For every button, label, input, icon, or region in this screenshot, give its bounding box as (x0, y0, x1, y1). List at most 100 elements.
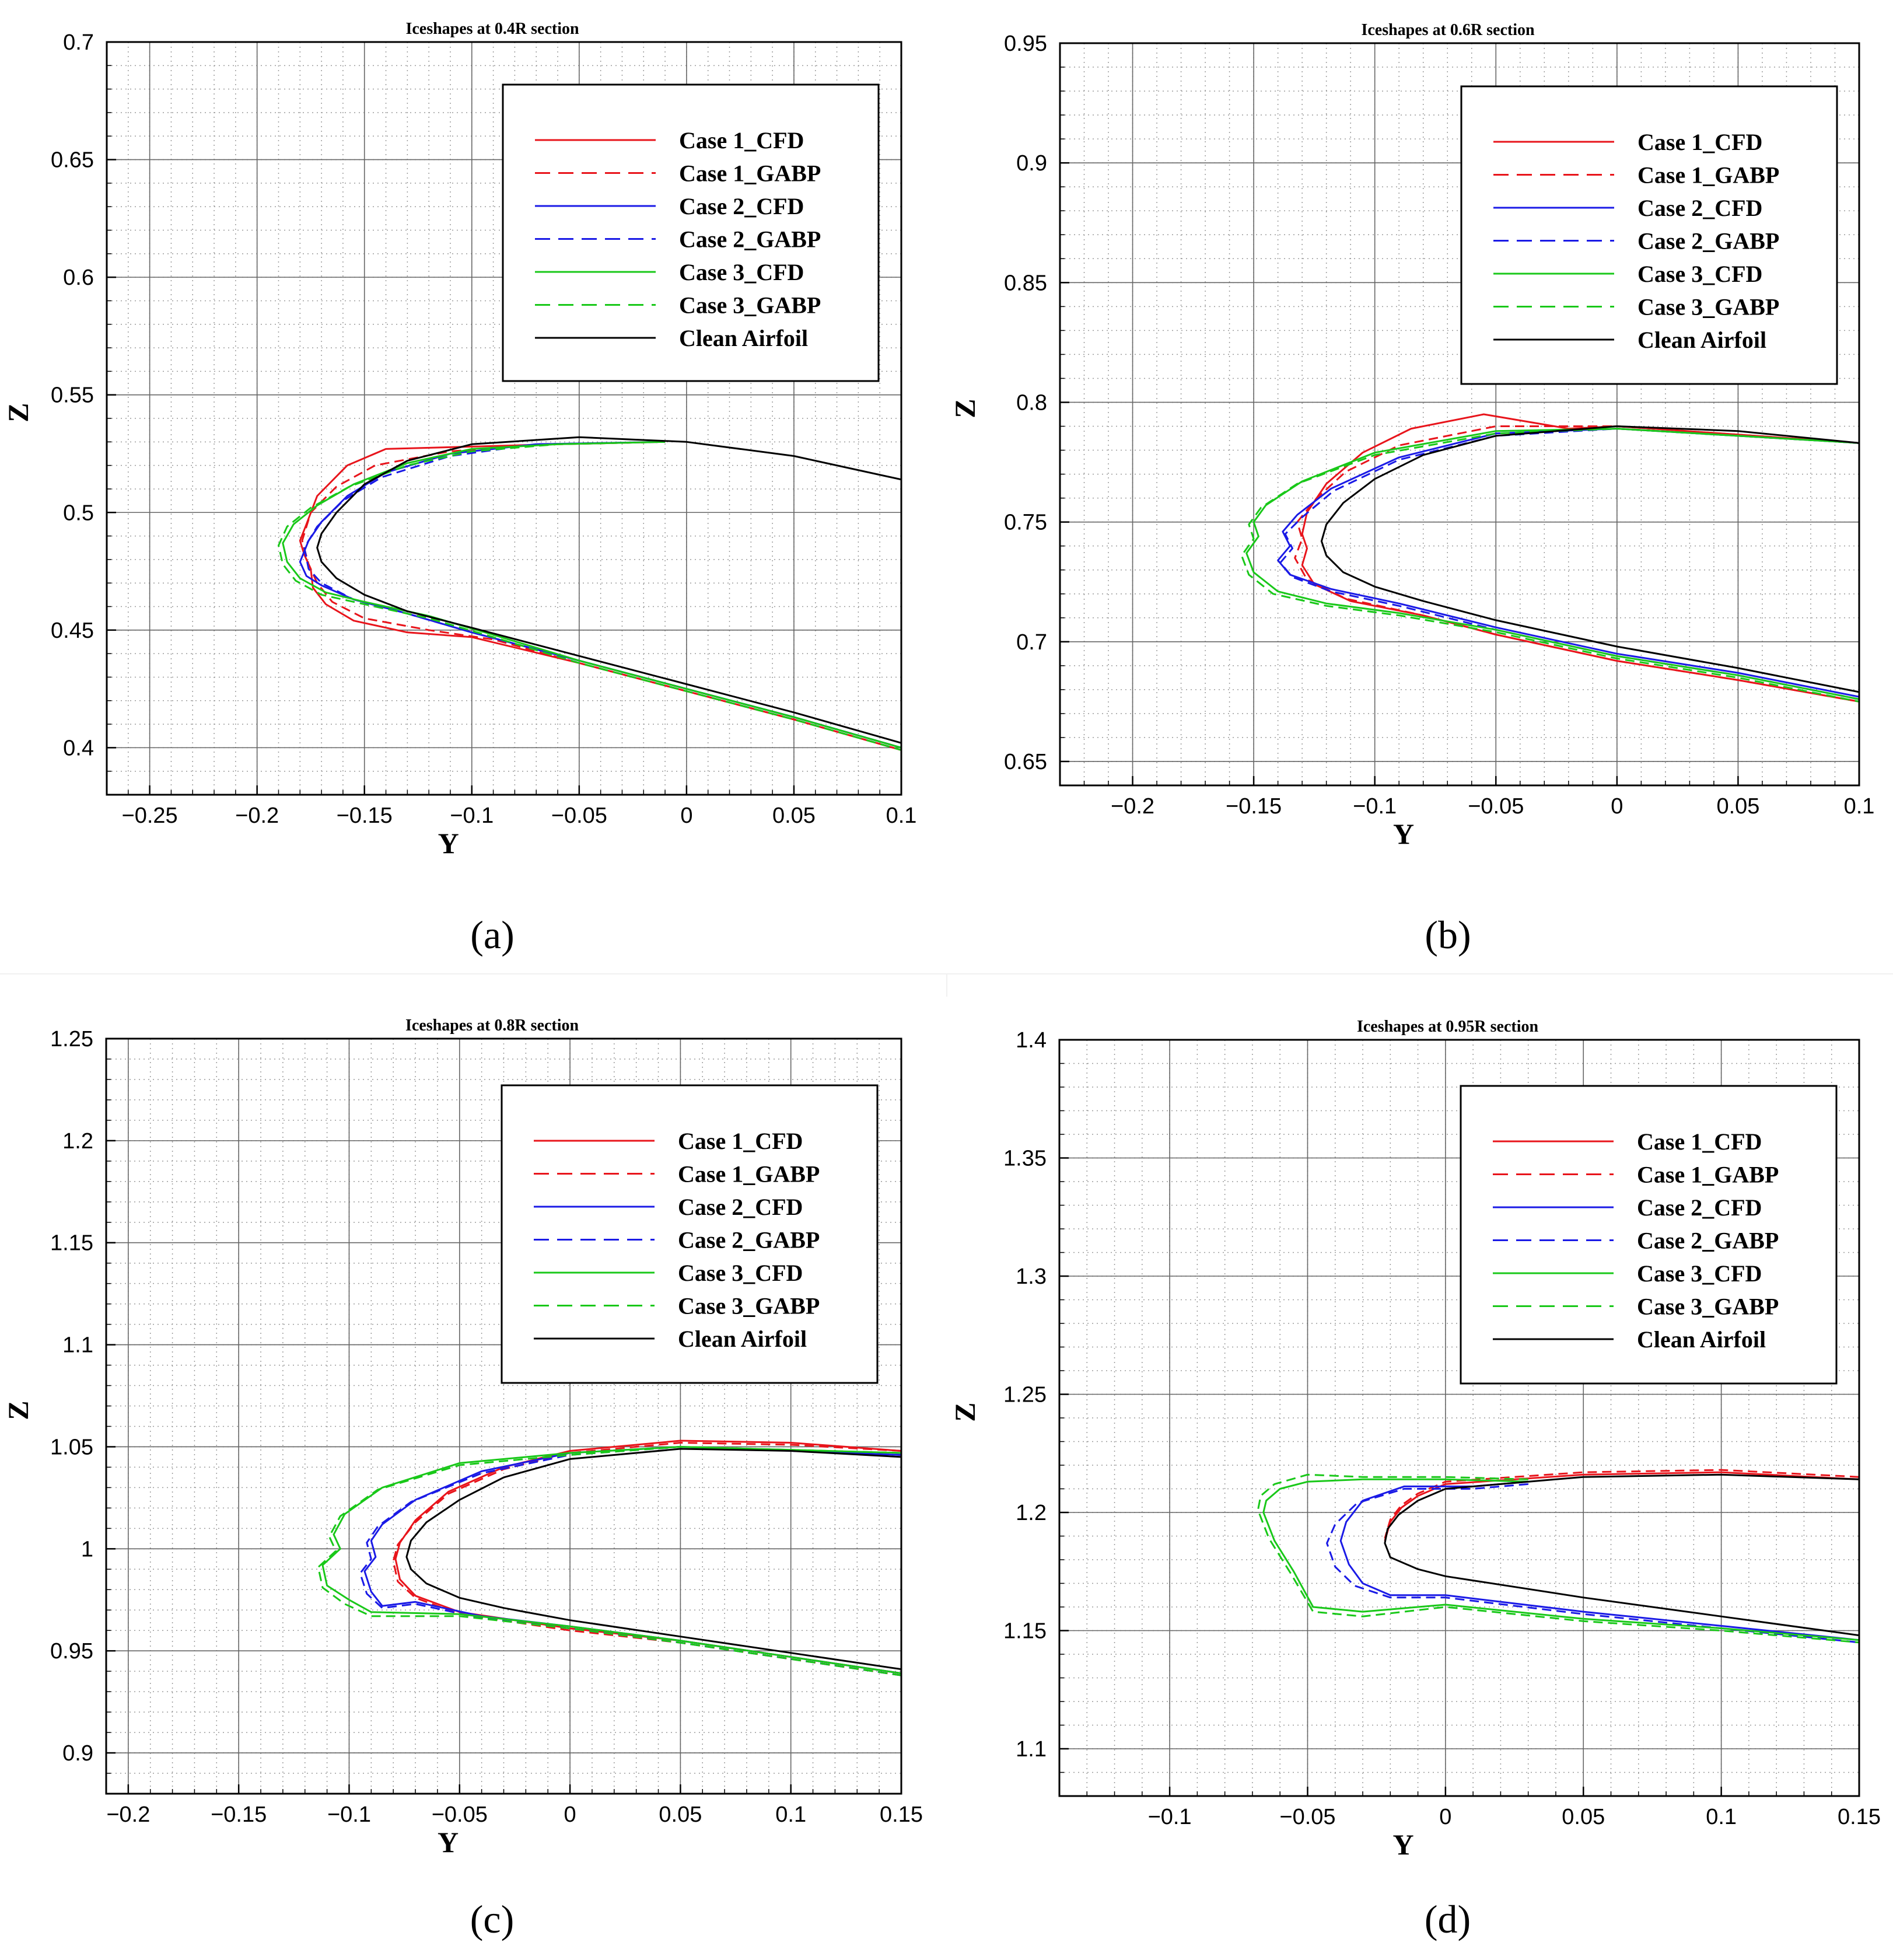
series-line-case-3-gabp (1257, 1473, 1859, 1644)
tick-group: −0.2 −0.15 −0.1 −0.05 0 0.05 0.1 0.15 0.9 0.95 1 1.… (50, 1027, 923, 1827)
legend-box (501, 1084, 879, 1384)
x-tick-label: 0.1 (1706, 1805, 1737, 1829)
x-tick-label: 0.15 (880, 1802, 923, 1827)
y-tick-label: 0.95 (1004, 32, 1047, 56)
legend-label: Case 3_GABP (1637, 294, 1779, 320)
chart-panel-a: −0.25 −0.2 −0.15 −0.1 −0.05 0 0.05 0.1 0.4 0.45 0.… (0, 0, 946, 973)
y-axis-label: Z (949, 399, 981, 418)
y-tick-label: 0.85 (1004, 271, 1047, 295)
legend: Case 1_CFD Case 1_GABP Case 2_CFD Case 2_GA… (1460, 85, 1838, 385)
legend-label: Case 1_CFD (678, 1128, 803, 1154)
x-tick-label: −0.1 (450, 803, 494, 828)
x-tick-label: −0.15 (337, 803, 393, 828)
y-tick-label: 1.15 (1003, 1619, 1047, 1644)
x-tick-label: −0.05 (551, 803, 607, 828)
chart-d-svg: −0.1 −0.05 0 0.05 0.1 0.15 1.1 1.15 1.2 1.25 1.3 1.… (949, 1018, 1881, 1941)
tick-group: −0.1 −0.05 0 0.05 0.1 0.15 1.1 1.15 1.2 1.25 1.3 1.… (1003, 1028, 1881, 1829)
y-tick-label: 1.2 (62, 1129, 93, 1154)
legend-label: Case 2_CFD (1637, 195, 1762, 221)
y-tick-label: 1.3 (1016, 1264, 1047, 1289)
legend-label: Case 1_CFD (679, 127, 804, 153)
chart-title: Iceshapes at 0.95R section (1357, 1018, 1539, 1036)
series-group (317, 1440, 901, 1676)
x-tick-label: −0.05 (1468, 794, 1524, 819)
series-line-case-2-cfd (299, 441, 901, 749)
x-tick-label: −0.05 (432, 1802, 488, 1827)
y-tick-label: 1.15 (50, 1231, 93, 1256)
y-tick-label: 1.05 (50, 1435, 93, 1459)
legend-label: Case 3_GABP (1637, 1294, 1779, 1320)
legend-label: Case 3_CFD (678, 1260, 803, 1286)
legend: Case 1_CFD Case 1_GABP Case 2_CFD Case 2_GA… (1460, 1085, 1838, 1385)
series-line-case-1-gabp (301, 441, 901, 751)
y-tick-label: 1.4 (1016, 1028, 1047, 1053)
x-tick-label: −0.2 (106, 1802, 150, 1827)
x-tick-label: 0 (1611, 794, 1623, 819)
legend-label: Case 1_CFD (1637, 1129, 1762, 1155)
x-tick-label: 0.1 (775, 1802, 806, 1827)
series-group (1240, 413, 1859, 703)
x-tick-label: −0.1 (1353, 794, 1397, 819)
x-tick-label: −0.15 (1226, 794, 1282, 819)
legend-label: Case 3_CFD (679, 259, 804, 285)
chart-panel-d: −0.1 −0.05 0 0.05 0.1 0.15 1.1 1.15 1.2 1.25 1.3 1.… (947, 986, 1893, 1960)
x-tick-label: −0.2 (235, 803, 279, 828)
panel-caption: (a) (470, 913, 514, 957)
x-tick-label: 0 (680, 803, 692, 828)
x-axis-label: Y (1392, 1828, 1413, 1861)
y-tick-label: 1.2 (1016, 1501, 1047, 1525)
series-line-case-2-gabp (1326, 1483, 1859, 1644)
y-tick-label: 0.95 (50, 1639, 93, 1664)
legend-label: Case 2_GABP (678, 1227, 820, 1253)
y-tick-label: 1.25 (50, 1027, 93, 1051)
y-axis-label: Z (2, 403, 34, 422)
legend-label: Clean Airfoil (679, 325, 808, 351)
x-tick-label: 0 (1439, 1805, 1451, 1829)
y-axis-label: Z (949, 1402, 981, 1421)
y-tick-label: 0.75 (1004, 511, 1047, 535)
series-group (278, 436, 901, 751)
legend-label: Case 3_GABP (679, 292, 821, 319)
y-tick-label: 0.45 (51, 619, 94, 643)
series-line-case-3-cfd (1245, 428, 1859, 700)
y-tick-label: 0.55 (51, 383, 94, 408)
y-tick-label: 0.7 (1016, 630, 1047, 655)
legend-label: Clean Airfoil (678, 1326, 807, 1352)
x-tick-label: 0.1 (1844, 794, 1875, 819)
x-tick-label: −0.15 (211, 1802, 267, 1827)
x-tick-label: −0.1 (327, 1802, 371, 1827)
chart-panel-c: −0.2 −0.15 −0.1 −0.05 0 0.05 0.1 0.15 0.9 0.95 1 1.… (0, 986, 946, 1960)
series-line-case-1-cfd (1301, 413, 1859, 703)
chart-title: Iceshapes at 0.8R section (405, 1016, 579, 1035)
x-tick-label: 0.05 (1562, 1805, 1605, 1829)
series-line-case-3-cfd (321, 1446, 901, 1675)
legend-label: Case 3_GABP (678, 1293, 820, 1319)
chart-panel-b: −0.2 −0.15 −0.1 −0.05 0 0.05 0.1 0.65 0.7 0.75 0.8… (947, 0, 1893, 973)
x-tick-label: 0.15 (1838, 1805, 1881, 1829)
x-axis-label: Y (438, 1826, 459, 1858)
y-tick-label: 1 (81, 1537, 93, 1561)
legend-box (1460, 85, 1838, 385)
legend-label: Clean Airfoil (1637, 1326, 1766, 1353)
series-line-clean-airfoil (1320, 425, 1859, 693)
y-tick-label: 0.65 (51, 148, 94, 173)
series-line-case-2-cfd (1339, 1480, 1859, 1641)
x-axis-label: Y (1393, 817, 1414, 850)
y-axis-label: Z (2, 1400, 34, 1420)
y-tick-label: 1.25 (1003, 1383, 1047, 1407)
series-line-clean-airfoil (316, 436, 901, 744)
series-group (1257, 1469, 1859, 1644)
series-line-case-2-gabp (359, 1446, 901, 1676)
y-tick-label: 1.1 (62, 1333, 93, 1358)
x-tick-label: 0 (564, 1802, 576, 1827)
series-line-case-3-cfd (282, 441, 901, 749)
series-line-case-2-gabp (303, 441, 901, 749)
series-line-case-3-cfd (1262, 1478, 1859, 1641)
y-tick-label: 0.65 (1004, 750, 1047, 774)
tick-group: −0.2 −0.15 −0.1 −0.05 0 0.05 0.1 0.65 0.7 0.75 0.8… (1004, 32, 1874, 819)
series-line-case-3-gabp (278, 441, 901, 751)
y-tick-label: 0.9 (1016, 151, 1047, 176)
series-line-case-2-gabp (1279, 428, 1859, 700)
plot-frame (1059, 42, 1860, 787)
x-tick-label: 0.05 (772, 803, 816, 828)
